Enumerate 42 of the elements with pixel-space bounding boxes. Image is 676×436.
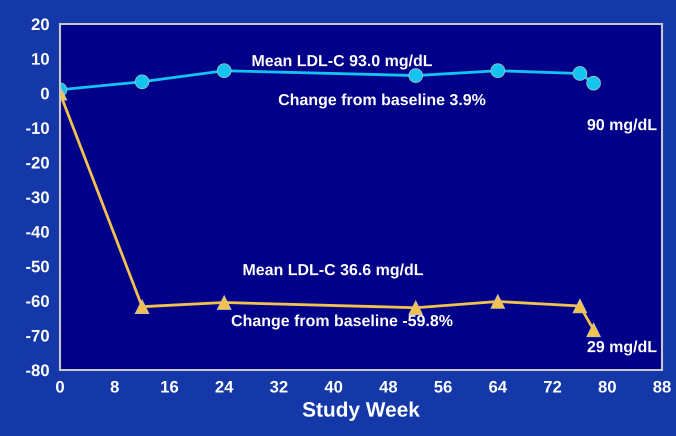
point bbox=[490, 294, 506, 309]
y-tick-label: -50 bbox=[26, 260, 49, 272]
x-tick-label: 24 bbox=[215, 380, 234, 392]
y-tick-label: -80 bbox=[26, 364, 49, 376]
x-tick-label: 88 bbox=[653, 380, 671, 393]
x-axis-title: Study Week bbox=[302, 402, 420, 421]
annotation: 29 mg/dL bbox=[588, 340, 657, 356]
point bbox=[134, 299, 150, 314]
point bbox=[490, 63, 506, 78]
annotation: Mean LDL-C 36.6 mg/dL bbox=[244, 264, 424, 278]
y-tick-label: -40 bbox=[26, 226, 49, 238]
x-tick-label: 32 bbox=[270, 380, 288, 393]
y-tick-label: 20 bbox=[32, 18, 49, 30]
point bbox=[216, 63, 232, 78]
point bbox=[586, 322, 601, 338]
annotation: Change from baseline 3.9% bbox=[278, 94, 486, 108]
x-tick-label: 72 bbox=[544, 380, 562, 392]
x-tick-label: 64 bbox=[489, 380, 507, 393]
point bbox=[572, 66, 588, 81]
x-tick-label: 48 bbox=[379, 380, 398, 393]
point bbox=[134, 74, 150, 90]
y-tick-label: -70 bbox=[26, 330, 49, 342]
point bbox=[216, 295, 232, 310]
x-tick-label: 8 bbox=[110, 380, 119, 393]
x-tick-label: 80 bbox=[598, 380, 616, 393]
point bbox=[586, 76, 601, 90]
x-tick-label: 56 bbox=[434, 380, 452, 393]
x-tick-label: 16 bbox=[161, 380, 178, 393]
y-tick-label: -20 bbox=[26, 156, 49, 169]
point bbox=[408, 300, 424, 316]
annotation: 90 mg/dL bbox=[588, 118, 657, 134]
annotation: Change from baseline -59.8% bbox=[232, 314, 453, 330]
point bbox=[572, 298, 588, 314]
y-tick-label: -30 bbox=[26, 191, 49, 204]
y-tick-label: -10 bbox=[26, 122, 49, 134]
y-tick-label: -60 bbox=[26, 295, 49, 308]
y-tick-label: 0 bbox=[40, 88, 49, 100]
x-tick-label: 0 bbox=[56, 380, 64, 393]
annotation: Mean LDL-C 93.0 mg/dL bbox=[252, 54, 432, 70]
x-tick-label: 40 bbox=[324, 380, 342, 393]
point bbox=[408, 68, 424, 83]
y-tick-label: 10 bbox=[32, 53, 49, 65]
